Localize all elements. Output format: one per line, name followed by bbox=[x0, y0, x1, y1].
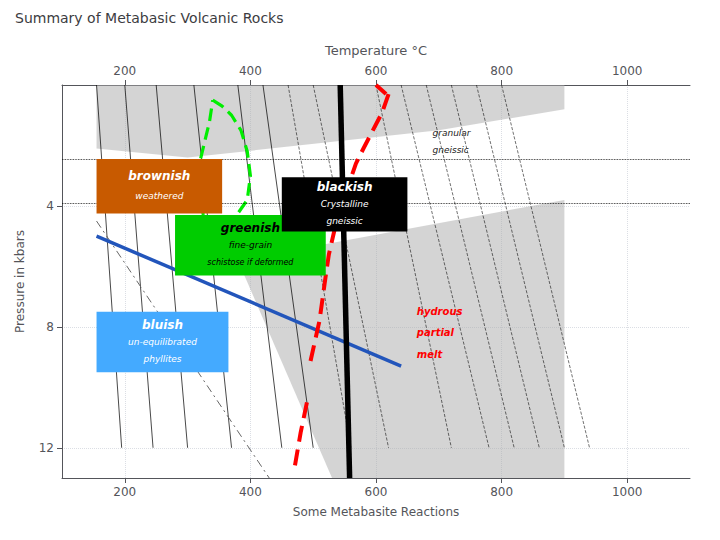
svg-text:phyllites: phyllites bbox=[142, 354, 181, 364]
svg-text:600: 600 bbox=[365, 64, 388, 78]
svg-text:schistose if deformed: schistose if deformed bbox=[207, 258, 294, 267]
svg-text:brownish: brownish bbox=[128, 169, 190, 183]
svg-text:600: 600 bbox=[365, 485, 388, 499]
svg-text:800: 800 bbox=[490, 485, 513, 499]
svg-text:1000: 1000 bbox=[612, 64, 643, 78]
svg-text:Temperature °C: Temperature °C bbox=[324, 43, 427, 58]
svg-text:12: 12 bbox=[39, 441, 54, 455]
svg-text:400: 400 bbox=[239, 485, 262, 499]
svg-text:8: 8 bbox=[46, 320, 54, 334]
svg-text:un-equilibrated: un-equilibrated bbox=[128, 337, 197, 347]
svg-text:bluish: bluish bbox=[142, 318, 183, 332]
svg-text:4: 4 bbox=[46, 199, 54, 213]
svg-text:granular: granular bbox=[433, 128, 472, 138]
svg-text:Crystalline: Crystalline bbox=[321, 199, 369, 209]
svg-text:melt: melt bbox=[417, 349, 444, 360]
svg-text:gneissic: gneissic bbox=[433, 145, 469, 155]
svg-text:Summary of Metabasic Volcanic: Summary of Metabasic Volcanic Rocks bbox=[15, 10, 284, 26]
svg-text:200: 200 bbox=[113, 485, 136, 499]
svg-text:400: 400 bbox=[239, 64, 262, 78]
svg-text:blackish: blackish bbox=[317, 180, 373, 194]
svg-text:greenish: greenish bbox=[221, 221, 280, 235]
svg-text:partial: partial bbox=[416, 327, 455, 338]
svg-text:fine-grain: fine-grain bbox=[229, 240, 273, 250]
svg-text:gneissic: gneissic bbox=[326, 216, 362, 226]
svg-text:weathered: weathered bbox=[135, 191, 183, 201]
svg-text:hydrous: hydrous bbox=[417, 306, 463, 317]
svg-text:Some Metabasite Reactions: Some Metabasite Reactions bbox=[293, 505, 459, 519]
svg-text:1000: 1000 bbox=[612, 485, 643, 499]
svg-text:800: 800 bbox=[490, 64, 513, 78]
svg-text:Pressure in kbars: Pressure in kbars bbox=[13, 230, 27, 333]
svg-text:200: 200 bbox=[113, 64, 136, 78]
